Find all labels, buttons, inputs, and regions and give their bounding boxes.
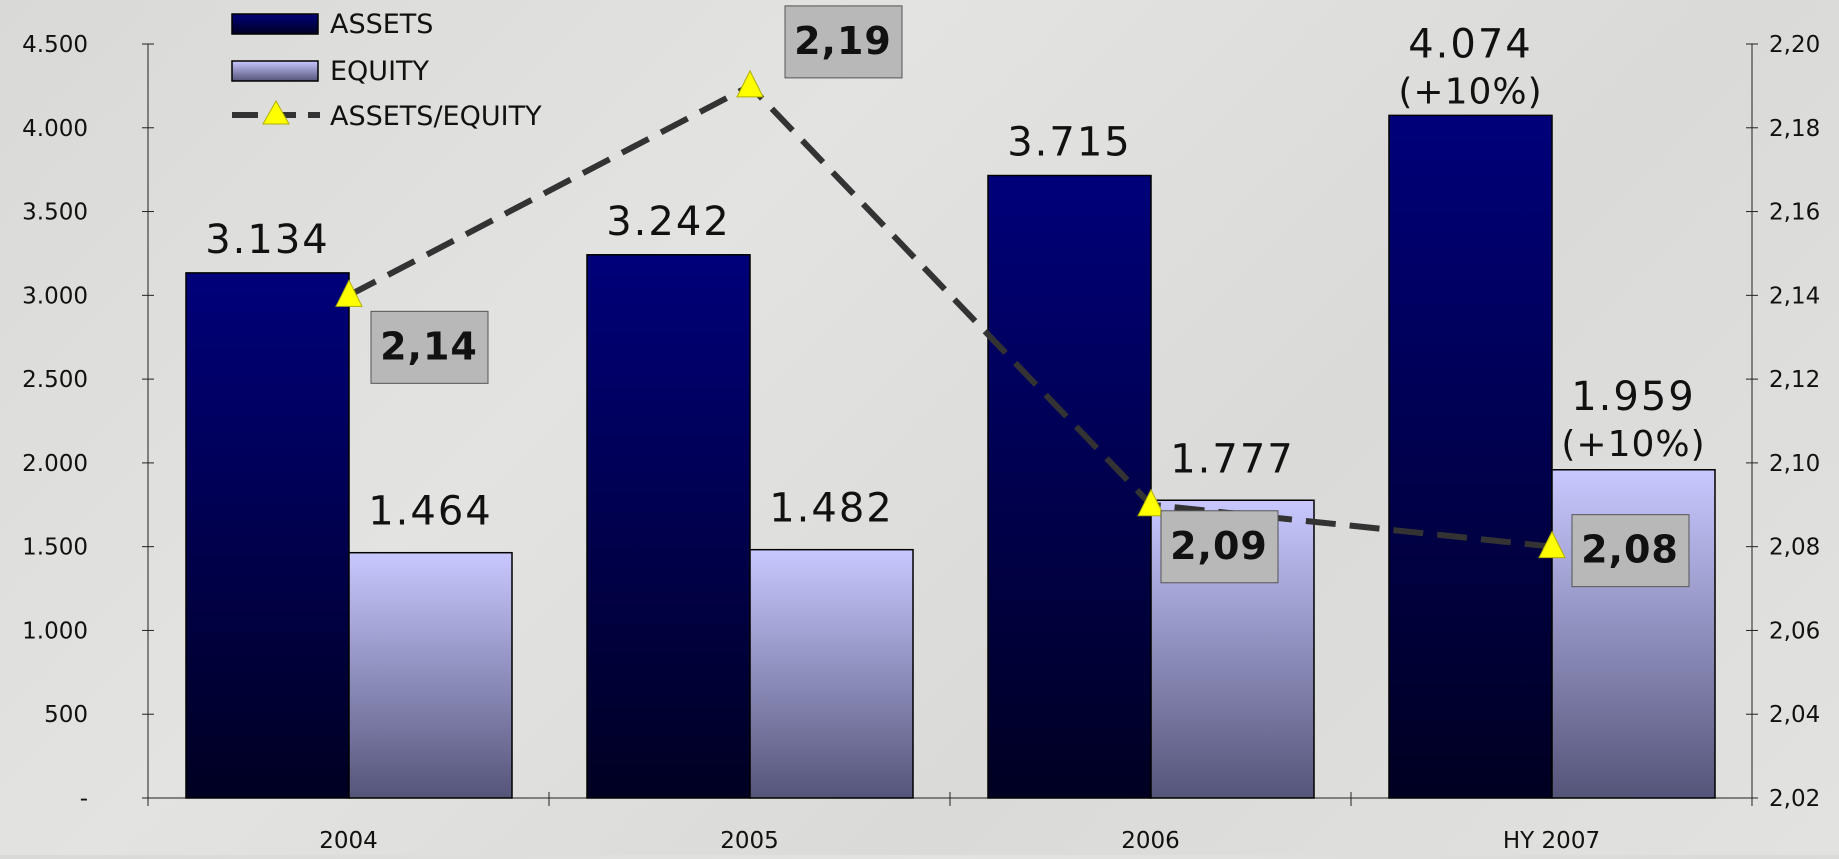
ratio-label-box bbox=[784, 5, 903, 79]
assets-bar bbox=[1388, 114, 1553, 799]
bars-group bbox=[185, 114, 1716, 799]
ratio-value-label: 2,08 bbox=[1581, 528, 1679, 572]
left-axis-tick-label: 1.500 bbox=[22, 535, 88, 561]
equity-value-label: 1.777 bbox=[1170, 436, 1295, 482]
assets-bar bbox=[586, 254, 751, 799]
ratio-value-label: 2,14 bbox=[380, 324, 478, 368]
right-axis-tick-label: 2,08 bbox=[1769, 535, 1820, 561]
left-axis-tick-label: 4.000 bbox=[22, 116, 88, 142]
legend-swatch-assets bbox=[231, 13, 319, 35]
ratio-marker bbox=[736, 69, 764, 98]
left-axis-tick-label: 1.000 bbox=[22, 618, 88, 644]
left-axis-tick-label: 4.500 bbox=[22, 32, 88, 58]
ratio-label-box bbox=[1571, 514, 1690, 588]
assets-change-label: (+10%) bbox=[1398, 71, 1542, 112]
legend: ASSETS EQUITY ASSETS/EQUITY bbox=[231, 9, 542, 132]
equity-value-label: 1.482 bbox=[769, 486, 894, 532]
ratio-marker bbox=[1538, 530, 1566, 559]
equity-change-label: (+10%) bbox=[1561, 424, 1705, 465]
right-axis-tick-label: 2,16 bbox=[1769, 200, 1820, 226]
x-axis-tick-label: 2004 bbox=[319, 828, 378, 854]
equity-value-label: 1.464 bbox=[368, 489, 493, 535]
x-axis-tick-label: 2005 bbox=[720, 828, 779, 854]
legend-label-assets: ASSETS bbox=[330, 9, 433, 40]
ratio-value-label: 2,19 bbox=[794, 19, 892, 63]
ratio-marker bbox=[1137, 488, 1165, 517]
assets-value-label: 4.074 bbox=[1408, 21, 1533, 67]
right-axis-tick-label: 2,04 bbox=[1769, 702, 1820, 728]
right-axis-tick-label: 2,18 bbox=[1769, 116, 1820, 142]
ratio-label-box bbox=[370, 310, 489, 384]
right-axis-tick-label: 2,20 bbox=[1769, 32, 1820, 58]
right-axis-tick-label: 2,14 bbox=[1769, 283, 1820, 309]
ratio-marker bbox=[335, 279, 363, 307]
left-axis-tick-label: - bbox=[80, 786, 88, 812]
assets-bar bbox=[987, 174, 1152, 799]
ratio-value-label: 2,09 bbox=[1170, 524, 1268, 568]
x-axis-tick-label: HY 2007 bbox=[1503, 828, 1600, 854]
left-axis-tick-label: 2.000 bbox=[22, 451, 88, 477]
legend-label-ratio: ASSETS/EQUITY bbox=[330, 101, 542, 132]
ratio-label-box bbox=[1160, 510, 1279, 584]
assets-value-label: 3.242 bbox=[606, 199, 731, 245]
left-axis-tick-label: 3.500 bbox=[22, 200, 88, 226]
assets-bar bbox=[185, 272, 350, 799]
left-axis-tick-label: 500 bbox=[44, 702, 88, 728]
legend-swatch-equity bbox=[231, 60, 319, 82]
equity-bar bbox=[749, 548, 914, 799]
left-axis-tick-label: 3.000 bbox=[22, 283, 88, 309]
right-axis-tick-label: 2,02 bbox=[1769, 786, 1820, 812]
equity-value-label: 1.959 bbox=[1571, 374, 1696, 420]
x-axis-tick-label: 2006 bbox=[1121, 828, 1180, 854]
left-axis-tick-label: 2.500 bbox=[22, 367, 88, 393]
data-labels-group: 3.1341.4643.2421.4823.7151.7774.074(+10%… bbox=[205, 5, 1705, 588]
right-axis-tick-label: 2,10 bbox=[1769, 451, 1820, 477]
right-axis-tick-label: 2,06 bbox=[1769, 618, 1820, 644]
legend-label-equity: EQUITY bbox=[330, 56, 430, 87]
equity-bar bbox=[348, 551, 513, 799]
assets-value-label: 3.134 bbox=[205, 217, 330, 263]
ratio-line bbox=[347, 82, 1553, 550]
axes-group: - 500 1.000 1.500 2.000 2.500 3.000 3.500 4.000 4… bbox=[22, 32, 1820, 854]
ratio-line-group bbox=[335, 69, 1566, 559]
legend-swatch-ratio-marker bbox=[262, 99, 290, 125]
assets-value-label: 3.715 bbox=[1007, 120, 1132, 166]
right-axis-tick-label: 2,12 bbox=[1769, 367, 1820, 393]
